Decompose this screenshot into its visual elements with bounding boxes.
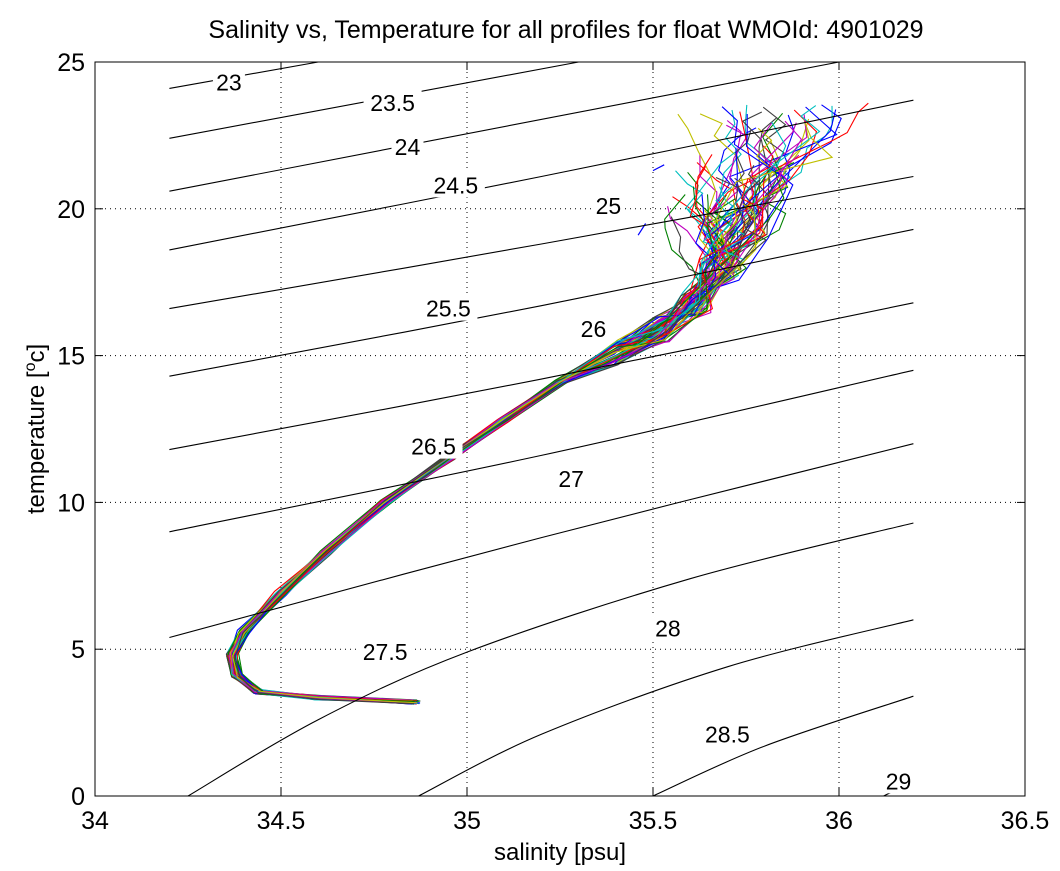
density-contour	[418, 619, 914, 797]
density-contour	[169, 443, 914, 639]
density-contour	[169, 369, 914, 533]
contour-label-background	[404, 432, 463, 459]
x-tick-label: 36	[825, 807, 853, 835]
density-contour	[652, 695, 914, 797]
plot-background	[95, 62, 1025, 796]
x-tick-label: 34.5	[257, 807, 306, 835]
contour-label: 27	[558, 466, 584, 492]
contour-label: 28.5	[705, 721, 750, 747]
profile-line	[234, 179, 767, 705]
contour-label: 23	[216, 70, 242, 96]
density-contour	[169, 175, 914, 310]
contour-label: 25.5	[426, 296, 471, 322]
y-tick-label: 20	[57, 196, 85, 224]
density-contour-labels: 23 23.5 24 24.5 25 25.5 26 26.5 27 27.5 28 28.5 29	[212, 68, 915, 794]
density-contour	[169, 228, 914, 377]
contour-label-background	[426, 171, 485, 198]
y-tick-label: 10	[57, 489, 85, 517]
x-tick-label: 35	[453, 807, 481, 835]
contour-label-background	[391, 133, 424, 160]
density-contour	[187, 522, 914, 797]
contour-label-background	[698, 720, 757, 747]
contour-label: 29	[886, 768, 912, 794]
contour-label-background	[363, 89, 422, 116]
contour-label: 26	[581, 316, 607, 342]
contour-label-background	[592, 191, 625, 218]
profile-line	[230, 120, 803, 704]
axis-ticks	[94, 61, 1026, 797]
y-axis-label-suffix: c]	[23, 344, 50, 363]
chart-title: Salinity vs, Temperature for all profile…	[208, 16, 923, 44]
y-tick-label: 0	[71, 783, 85, 811]
y-axis-label-superscript: o	[22, 362, 39, 371]
grid	[95, 62, 1025, 796]
density-contour	[169, 61, 840, 192]
profile-line	[232, 203, 757, 704]
density-contours	[169, 61, 914, 797]
contour-label-background	[212, 68, 245, 95]
contour-label: 26.5	[411, 434, 456, 460]
x-tick-label: 36.5	[1001, 807, 1050, 835]
y-axis-label-prefix: temperature [	[23, 371, 50, 514]
x-tick-label: 34	[81, 807, 109, 835]
y-tick-label: 25	[57, 49, 85, 77]
profile-fragment	[652, 164, 665, 172]
y-tick-labels: 0 5 10 15 20 25	[57, 49, 85, 811]
contour-label-background	[555, 464, 588, 491]
contour-label-background	[651, 614, 684, 641]
contour-label-background	[356, 638, 415, 665]
density-contour	[169, 99, 914, 251]
x-tick-label: 35.5	[629, 807, 678, 835]
y-tick-label: 5	[71, 636, 85, 664]
contour-label-background	[882, 767, 915, 794]
contour-label: 23.5	[370, 90, 415, 116]
x-axis-label: salinity [psu]	[494, 839, 626, 866]
profile-lines	[225, 102, 869, 705]
density-contour	[169, 302, 914, 451]
plot-area: 23 23.5 24 24.5 25 25.5 26 26.5 27 27.5 28 28.5 29	[94, 61, 1026, 797]
plot-frame	[94, 61, 1026, 797]
y-axis-label: temperature [oc]	[22, 344, 50, 514]
y-tick-label: 15	[57, 343, 85, 371]
contour-label-background	[577, 315, 610, 342]
contour-label: 25	[596, 193, 622, 219]
contour-label: 24	[395, 134, 421, 160]
contour-label: 27.5	[363, 639, 408, 665]
x-tick-labels: 34 34.5 35 35.5 36 36.5	[81, 807, 1049, 835]
contour-label-background	[419, 294, 478, 321]
contour-label: 24.5	[433, 172, 478, 198]
contour-label: 28	[655, 616, 681, 642]
